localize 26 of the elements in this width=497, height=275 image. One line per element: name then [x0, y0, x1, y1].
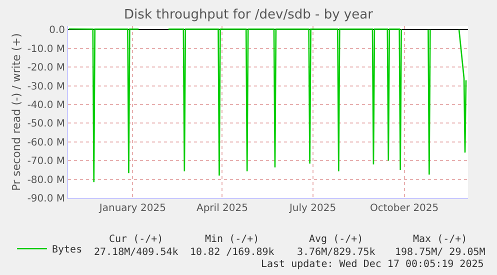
text: 198.75M/ 29.05M [395, 247, 486, 258]
y-tick-label: 0.0 [49, 25, 65, 36]
y-tick-label: -60.0 M [27, 137, 65, 148]
y-tick-label: -20.0 M [27, 62, 65, 74]
x-tick-label: April 2025 [196, 203, 248, 214]
y-axis-title: Pr second read (-) / write (+) [10, 33, 23, 191]
text: 27.18M/409.54k [94, 247, 178, 258]
chart-title: Disk throughput for /dev/sdb - by year [124, 8, 374, 23]
x-tick-label: October 2025 [370, 203, 439, 214]
text: Last update: Wed Dec 17 00:05:19 2025 [261, 259, 484, 270]
y-tick-label: -70.0 M [27, 156, 65, 168]
y-tick-label: -30.0 M [27, 81, 65, 92]
text: 3.76M/829.75k [297, 247, 376, 258]
legend-label: Bytes [52, 244, 82, 256]
text: 10.82 /169.89k [190, 247, 274, 258]
y-tick-label: -80.0 M [27, 174, 65, 186]
y-tick-label: -90.0 M [27, 194, 65, 204]
text: Cur (-/+) [109, 234, 164, 245]
y-tick-label: -10.0 M [27, 44, 65, 55]
text: Min (-/+) [205, 234, 260, 245]
text: Avg (-/+) [309, 234, 364, 245]
y-tick-label: -40.0 M [27, 100, 65, 112]
x-tick-label: July 2025 [288, 203, 336, 214]
y-tick-label: -50.0 M [27, 118, 65, 130]
text: Max (-/+) [413, 234, 468, 245]
x-tick-label: January 2025 [98, 203, 166, 214]
